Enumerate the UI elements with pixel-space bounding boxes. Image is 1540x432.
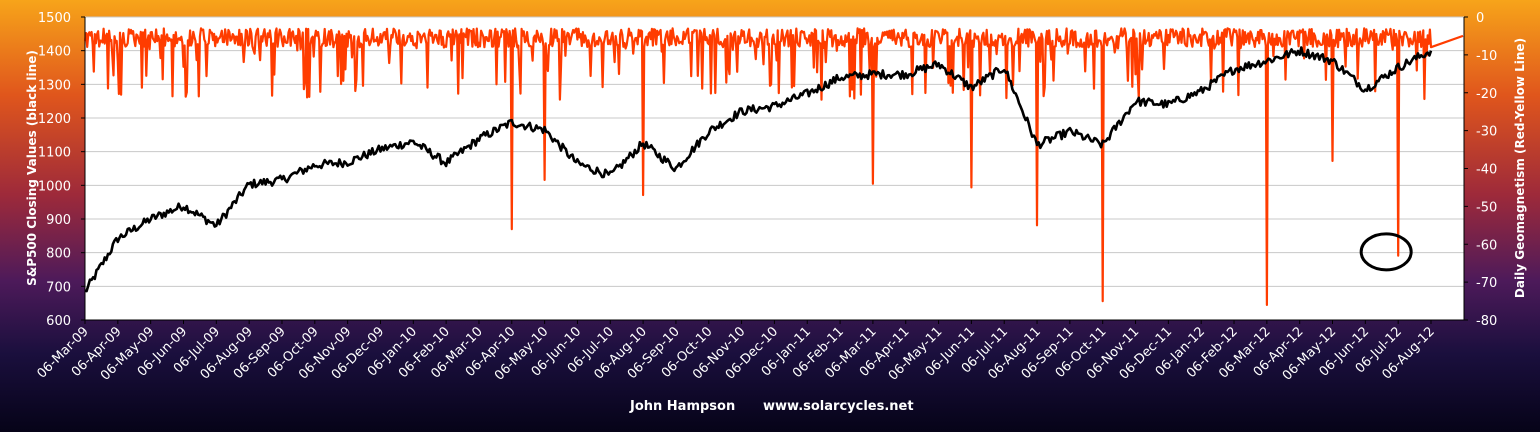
y-left-tick-label: 600 [46, 314, 71, 329]
y-left-tick-label: 1400 [38, 45, 71, 60]
y-left-tick-label: 1500 [38, 11, 71, 26]
y-right-tick-label: -30 [1476, 125, 1497, 140]
sp500-line [84, 46, 1433, 293]
y-right-tick-label: -60 [1476, 238, 1497, 253]
y-left-tick-label: 700 [46, 280, 71, 295]
y-left-tick-label: 800 [46, 247, 71, 262]
y-right-tick-label: -20 [1476, 87, 1497, 102]
y-right-tick-label: -50 [1476, 200, 1497, 215]
footer-url: www.solarcycles.net [763, 399, 914, 414]
geomagnetism-line [83, 27, 1464, 306]
y-right-tick-label: -70 [1476, 276, 1497, 291]
y-right-tick-label: -80 [1476, 314, 1497, 329]
y-left-tick-label: 1300 [38, 78, 71, 93]
sp500-series [84, 46, 1433, 293]
plot-area [85, 17, 1464, 320]
highlight-circle [1359, 232, 1413, 272]
y-left-tick-label: 900 [46, 213, 71, 228]
y-axis-right-title: Daily Geomagnetism (Red-Yellow Line) [1513, 38, 1527, 298]
y-right-tick-label: 0 [1476, 11, 1484, 26]
y-right-tick-label: -10 [1476, 49, 1497, 64]
geomagnetism-series [83, 27, 1464, 306]
y-left-tick-label: 1000 [38, 179, 71, 194]
y-right-tick-label: -40 [1476, 163, 1497, 178]
y-axis-left-title: S&P500 Closing Values (black line) [25, 50, 39, 286]
footer-author: John Hampson [629, 399, 735, 414]
y-left-tick-label: 1200 [38, 112, 71, 127]
annotations [1359, 232, 1413, 272]
y-left-tick-label: 1100 [38, 146, 71, 161]
